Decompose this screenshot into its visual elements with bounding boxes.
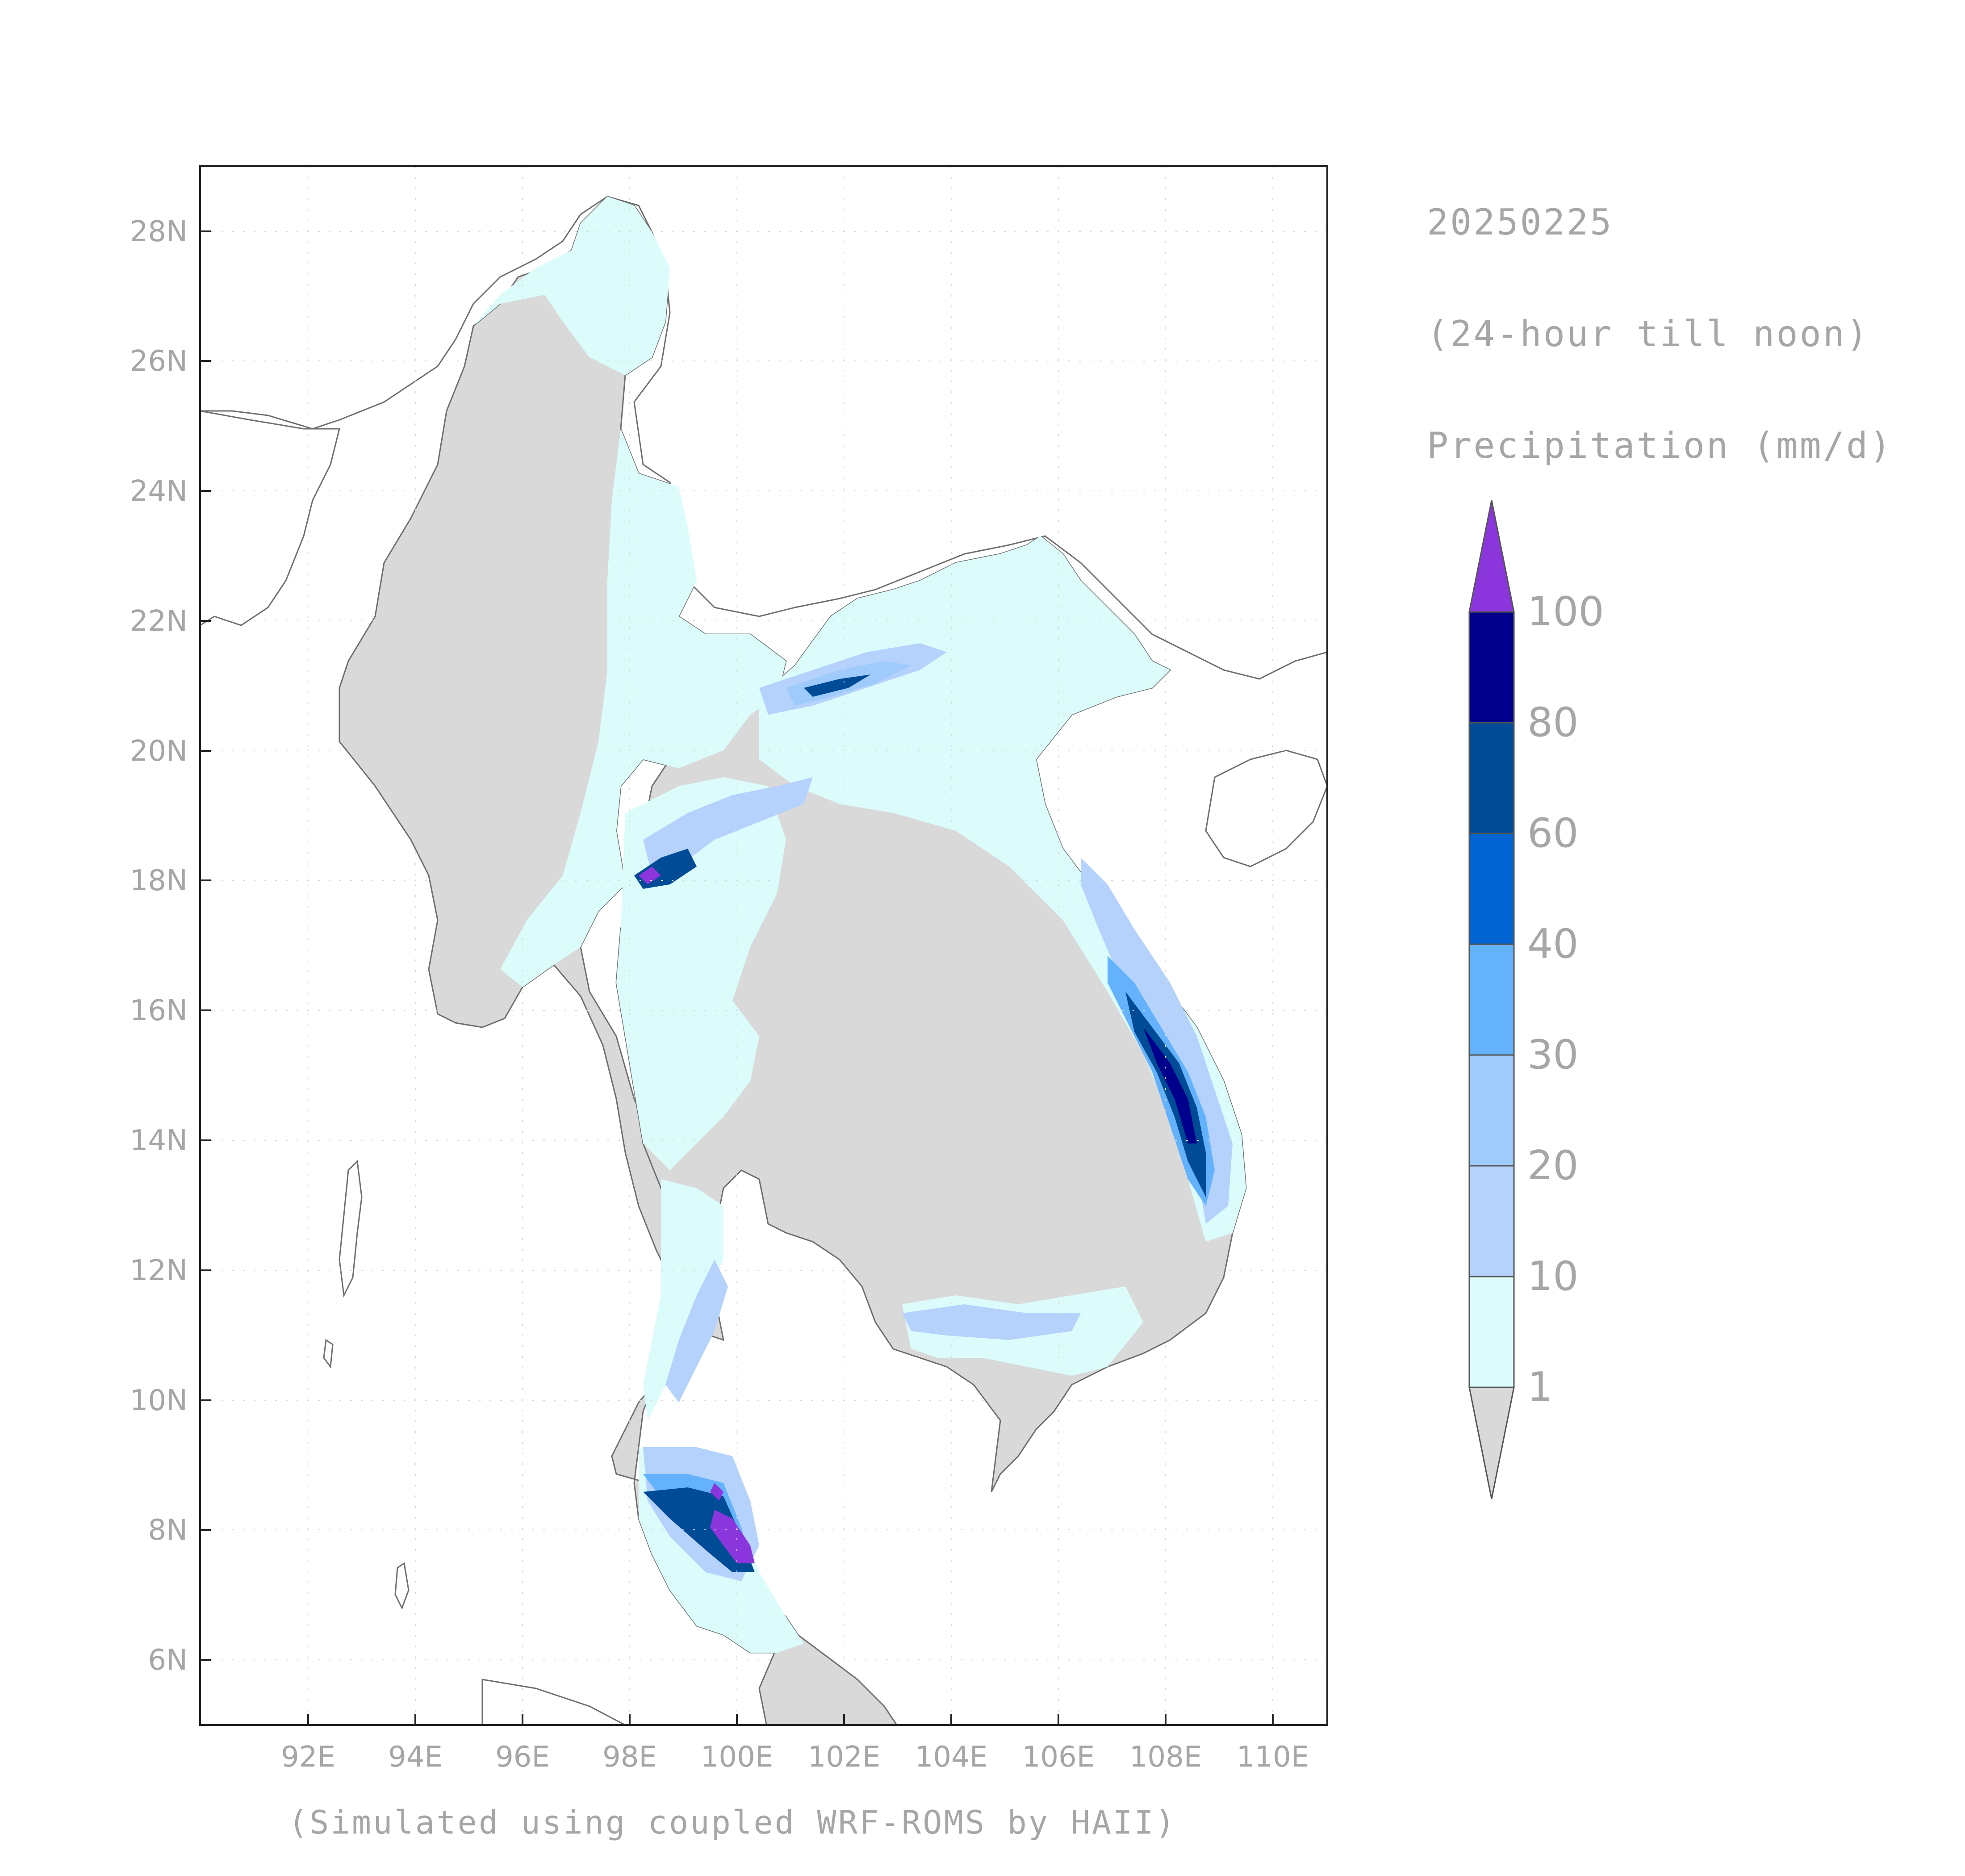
plot-frame — [199, 165, 1328, 1726]
lon-tick-label: 98E — [602, 1741, 657, 1774]
lon-tick-label: 92E — [281, 1741, 335, 1774]
lat-tick-label: 26N — [130, 345, 188, 378]
lon-tick-labels: 92E 94E 96E 98E 100E 102E 104E 106E 108E… — [281, 1741, 1309, 1774]
colorbar-label: 10 — [1527, 1253, 1579, 1300]
lon-tick-label: 100E — [701, 1741, 773, 1774]
precipitation-layer — [473, 197, 1246, 1653]
lat-tick-label: 12N — [130, 1254, 188, 1287]
map-period: (24-hour till noon) — [1427, 313, 1869, 355]
lat-tick-label: 28N — [130, 215, 188, 248]
precip-1-10-peninsula — [643, 1179, 723, 1420]
lat-tick-label: 6N — [148, 1644, 188, 1677]
island-nicobar — [394, 1562, 410, 1610]
lon-tick-label: 94E — [388, 1741, 443, 1774]
colorbar-band-40-60 — [1468, 833, 1515, 945]
lon-tick-label: 96E — [495, 1741, 550, 1774]
precip-10-20-peninsula — [665, 1260, 728, 1403]
map-variable: Precipitation (mm/d) — [1427, 425, 1893, 466]
colorbar-band-80-100 — [1468, 611, 1515, 724]
colorbar-label: 1 — [1527, 1364, 1553, 1411]
map-footer: (Simulated using coupled WRF-ROMS by HAI… — [288, 1804, 1177, 1841]
precip-above-100-north-thailand — [639, 867, 661, 884]
colorbar — [1468, 500, 1515, 1499]
lat-tick-label: 10N — [130, 1384, 188, 1417]
island-andaman — [339, 1160, 363, 1298]
lat-tick-label: 24N — [130, 475, 188, 508]
lon-tick-label: 110E — [1237, 1741, 1309, 1774]
precip-60-80-vietnam — [1125, 992, 1206, 1197]
colorbar-band-30-40 — [1468, 943, 1515, 1056]
lat-tick-label: 16N — [130, 994, 188, 1027]
colorbar-label: 30 — [1527, 1031, 1579, 1078]
precip-80-100-vietnam — [1143, 1027, 1197, 1143]
colorbar-label: 60 — [1527, 810, 1579, 857]
colorbar-label: 100 — [1527, 588, 1604, 635]
lon-tick-label: 102E — [808, 1741, 881, 1774]
lat-tick-label: 20N — [130, 735, 188, 768]
map-date: 20250225 — [1427, 201, 1613, 243]
colorbar-label: 80 — [1527, 699, 1579, 746]
island-andaman-2 — [323, 1339, 334, 1369]
landmass-west — [200, 410, 340, 626]
landmass-hainan — [1205, 750, 1327, 867]
lat-tick-labels: 28N 26N 24N 22N 20N 18N 16N 14N 12N 10N … — [130, 215, 188, 1677]
lon-tick-label: 104E — [915, 1741, 988, 1774]
precip-1-10-north-myanmar — [473, 197, 670, 375]
precip-1-10-laos-vietnam — [759, 536, 1246, 1242]
precip-above-100-south-2 — [710, 1483, 723, 1501]
lon-tick-label: 106E — [1022, 1741, 1095, 1774]
colorbar-bottom-triangle — [1468, 1386, 1515, 1499]
colorbar-band-10-20 — [1468, 1165, 1515, 1277]
colorbar-label: 40 — [1527, 921, 1579, 967]
precip-above-100-south — [710, 1510, 755, 1563]
precip-60-80-north-laos — [804, 674, 871, 697]
landmass-malaysia — [758, 1625, 898, 1725]
colorbar-top-triangle — [1468, 500, 1515, 613]
precip-10-20-cambodia — [902, 1304, 1081, 1340]
lat-tick-label: 18N — [130, 864, 188, 897]
lon-axis — [307, 1714, 1274, 1725]
island-sumatra-north — [481, 1679, 626, 1725]
colorbar-band-1-10 — [1468, 1276, 1515, 1388]
precip-60-80-south — [643, 1487, 755, 1572]
colorbar-labels: 100 80 60 40 30 20 10 1 — [1527, 588, 1604, 1411]
lon-tick-label: 108E — [1129, 1741, 1202, 1774]
colorbar-band-20-30 — [1468, 1054, 1515, 1167]
landmass-china — [200, 166, 1327, 680]
lat-tick-label: 14N — [130, 1124, 188, 1157]
precip-1-10-east-myanmar — [500, 429, 786, 987]
lat-tick-label: 22N — [130, 605, 188, 638]
islands-layer — [323, 1160, 626, 1725]
lat-tick-label: 8N — [148, 1514, 188, 1547]
lat-axis — [200, 230, 211, 1661]
colorbar-label: 20 — [1527, 1142, 1579, 1189]
colorbar-band-60-80 — [1468, 722, 1515, 834]
